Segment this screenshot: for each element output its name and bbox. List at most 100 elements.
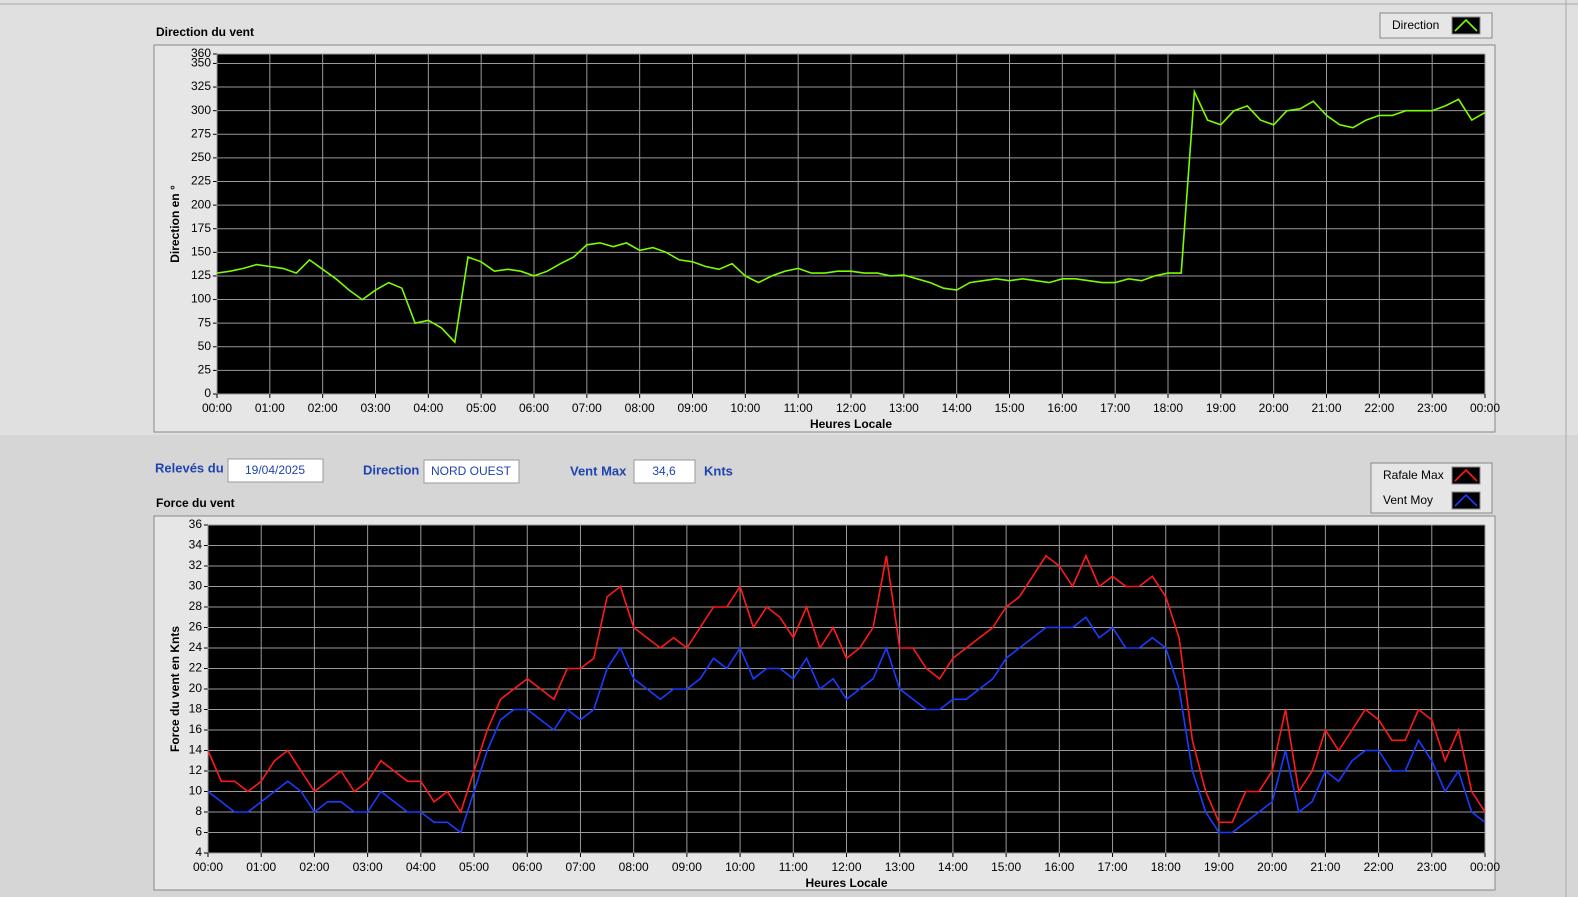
x-tick-label: 03:00	[360, 401, 390, 415]
y-tick-label: 125	[191, 268, 211, 282]
x-tick-label: 08:00	[619, 860, 649, 874]
x-tick-label: 00:00	[1470, 401, 1500, 415]
x-tick-label: 23:00	[1417, 860, 1447, 874]
x-tick-label: 16:00	[1044, 860, 1074, 874]
y-tick-label: 25	[198, 363, 212, 377]
y-tick-label: 300	[191, 103, 211, 117]
x-tick-label: 07:00	[565, 860, 595, 874]
x-tick-label: 19:00	[1206, 401, 1236, 415]
chart-title: Direction du vent	[156, 25, 254, 39]
x-tick-label: 17:00	[1098, 860, 1128, 874]
y-tick-label: 16	[189, 722, 203, 736]
x-tick-label: 00:00	[193, 860, 223, 874]
x-tick-label: 13:00	[889, 401, 919, 415]
x-tick-label: 01:00	[246, 860, 276, 874]
x-tick-label: 05:00	[459, 860, 489, 874]
x-tick-label: 16:00	[1047, 401, 1077, 415]
x-tick-label: 15:00	[991, 860, 1021, 874]
legend-symbol	[1454, 493, 1478, 507]
y-tick-label: 275	[191, 126, 211, 140]
x-tick-label: 17:00	[1100, 401, 1130, 415]
y-tick-label: 75	[198, 315, 212, 329]
x-tick-label: 20:00	[1257, 860, 1287, 874]
x-tick-label: 06:00	[512, 860, 542, 874]
y-tick-label: 24	[189, 640, 203, 654]
y-tick-label: 22	[189, 661, 203, 675]
x-tick-label: 18:00	[1153, 401, 1183, 415]
date-field[interactable]	[227, 458, 324, 483]
x-tick-label: 22:00	[1364, 860, 1394, 874]
y-tick-label: 4	[195, 845, 202, 859]
x-tick-label: 20:00	[1259, 401, 1289, 415]
y-tick-label: 30	[189, 579, 203, 593]
legend-label: Vent Moy	[1383, 493, 1433, 507]
max-field[interactable]	[633, 459, 696, 484]
y-tick-label: 12	[189, 763, 203, 777]
legend-symbol	[1454, 468, 1478, 482]
y-tick-label: 14	[189, 743, 203, 757]
x-tick-label: 01:00	[255, 401, 285, 415]
x-tick-label: 13:00	[885, 860, 915, 874]
y-axis-label: Direction en °	[168, 185, 182, 263]
legend-swatch	[1451, 16, 1481, 35]
y-tick-label: 10	[189, 784, 203, 798]
max-unit: Knts	[704, 463, 733, 478]
direction-field[interactable]	[423, 459, 520, 484]
y-tick-label: 50	[198, 339, 212, 353]
y-tick-label: 36	[189, 517, 203, 531]
y-tick-label: 200	[191, 197, 211, 211]
x-tick-label: 03:00	[353, 860, 383, 874]
x-tick-label: 22:00	[1364, 401, 1394, 415]
y-tick-label: 175	[191, 221, 211, 235]
y-tick-label: 26	[189, 620, 203, 634]
max-label: Vent Max	[570, 463, 627, 478]
x-tick-label: 21:00	[1310, 860, 1340, 874]
x-tick-label: 07:00	[572, 401, 602, 415]
x-tick-label: 04:00	[413, 401, 443, 415]
x-axis-label: Heures Locale	[810, 417, 892, 431]
y-tick-label: 225	[191, 174, 211, 188]
y-tick-label: 6	[195, 825, 202, 839]
y-tick-label: 360	[191, 46, 211, 60]
x-tick-label: 09:00	[677, 401, 707, 415]
x-tick-label: 04:00	[406, 860, 436, 874]
y-tick-label: 34	[189, 538, 203, 552]
date-label: Relevés du	[155, 460, 224, 475]
data-line	[207, 553, 1486, 824]
x-tick-label: 18:00	[1151, 860, 1181, 874]
x-tick-label: 08:00	[625, 401, 655, 415]
y-tick-label: 8	[195, 804, 202, 818]
data-line	[216, 88, 1486, 344]
x-tick-label: 12:00	[831, 860, 861, 874]
y-tick-label: 350	[191, 56, 211, 70]
y-tick-label: 325	[191, 79, 211, 93]
legend-swatch	[1451, 491, 1481, 510]
x-tick-label: 02:00	[308, 401, 338, 415]
y-tick-label: 150	[191, 245, 211, 259]
y-tick-label: 100	[191, 292, 211, 306]
data-line	[207, 616, 1486, 834]
y-tick-label: 20	[189, 681, 203, 695]
x-tick-label: 05:00	[466, 401, 496, 415]
x-tick-label: 23:00	[1417, 401, 1447, 415]
x-tick-label: 21:00	[1311, 401, 1341, 415]
x-tick-label: 15:00	[994, 401, 1024, 415]
chart-title: Force du vent	[156, 496, 235, 510]
x-tick-label: 14:00	[938, 860, 968, 874]
legend-label: Direction	[1392, 18, 1439, 32]
x-axis-label: Heures Locale	[805, 876, 887, 890]
y-tick-label: 250	[191, 150, 211, 164]
x-tick-label: 11:00	[784, 401, 813, 415]
x-tick-label: 00:00	[202, 401, 232, 415]
date-value: 19/04/2025	[245, 463, 305, 477]
legend-label: Rafale Max	[1383, 468, 1444, 482]
x-tick-label: 14:00	[942, 401, 972, 415]
y-axis-label: Force du vent en Knts	[168, 626, 182, 752]
x-tick-label: 06:00	[519, 401, 549, 415]
x-tick-label: 11:00	[779, 860, 808, 874]
x-tick-label: 09:00	[672, 860, 702, 874]
direction-value: NORD OUEST	[431, 464, 512, 478]
y-tick-label: 0	[204, 386, 211, 400]
